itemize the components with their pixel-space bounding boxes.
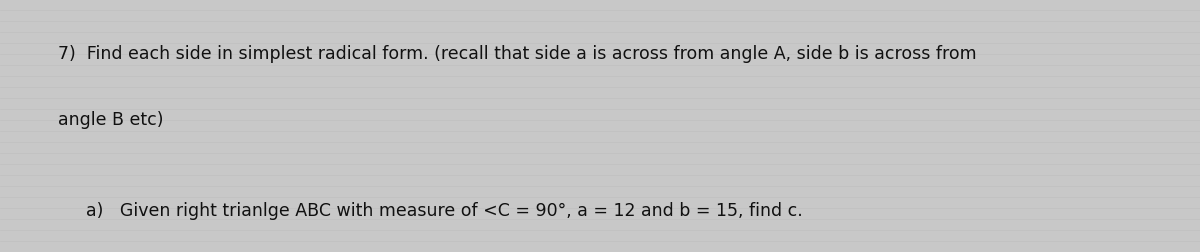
Text: a)   Given right trianlge ABC with measure of <C = 90°, a = 12 and b = 15, find : a) Given right trianlge ABC with measure… bbox=[86, 202, 803, 219]
Text: 7)  Find each side in simplest radical form. (recall that side a is across from : 7) Find each side in simplest radical fo… bbox=[58, 45, 977, 63]
Text: angle B etc): angle B etc) bbox=[58, 111, 163, 129]
